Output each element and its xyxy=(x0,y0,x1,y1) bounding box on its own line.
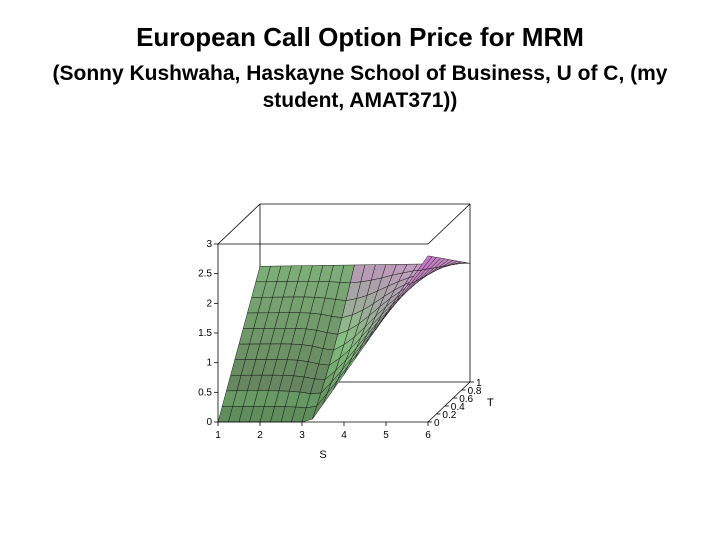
page-title: European Call Option Price for MRM xyxy=(136,22,584,52)
y-tick-label: 0.6 xyxy=(459,394,473,405)
y-tick-label: 0 xyxy=(434,418,440,429)
y-tick-label: 0.8 xyxy=(468,386,482,397)
y-axis-label: T xyxy=(487,397,494,409)
box-edge xyxy=(427,203,471,245)
y-tick-label: 0.2 xyxy=(442,410,456,421)
x-tick-label: 3 xyxy=(299,430,305,441)
x-tick-label: 5 xyxy=(383,430,389,441)
z-tick-label: 3 xyxy=(206,239,212,250)
option-price-surface xyxy=(217,255,471,423)
y-tick-label: 0.4 xyxy=(451,402,465,413)
z-tick-label: 2.5 xyxy=(198,269,212,280)
x-axis-label: S xyxy=(319,449,326,461)
z-tick-label: 2 xyxy=(206,298,212,309)
surface-patch xyxy=(416,255,433,272)
x-tick-label: 6 xyxy=(425,430,431,441)
z-tick-label: 1.5 xyxy=(198,328,212,339)
y-axis-line xyxy=(427,381,471,423)
x-tick-label: 2 xyxy=(257,430,263,441)
page-subtitle: (Sonny Kushwaha, Haskayne School of Busi… xyxy=(52,62,668,112)
z-tick-label: 0.5 xyxy=(198,387,212,398)
x-tick-label: 4 xyxy=(341,430,347,441)
z-tick-label: 0 xyxy=(206,417,212,428)
z-tick-label: 1 xyxy=(206,358,212,369)
box-edge xyxy=(217,203,261,245)
y-tick-label: 1 xyxy=(476,378,482,389)
x-tick-label: 1 xyxy=(215,430,221,441)
